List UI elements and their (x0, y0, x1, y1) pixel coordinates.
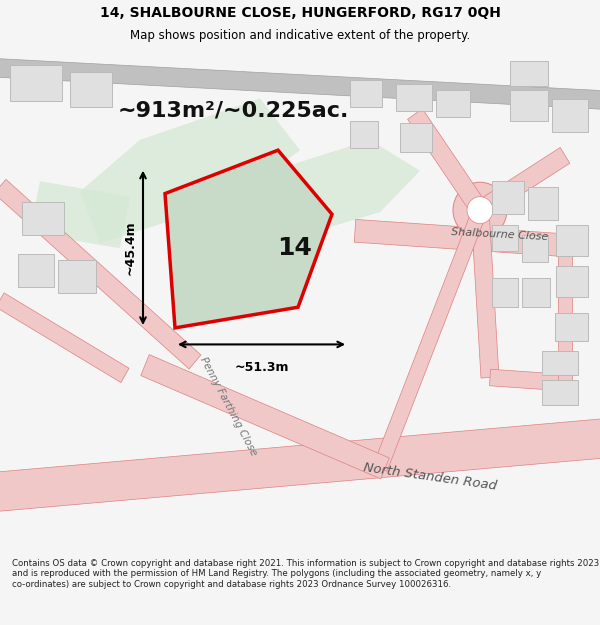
Polygon shape (30, 181, 130, 248)
Polygon shape (492, 181, 524, 214)
Polygon shape (492, 224, 518, 251)
Polygon shape (22, 202, 64, 235)
Text: Shalbourne Close: Shalbourne Close (451, 228, 549, 242)
Polygon shape (522, 235, 548, 262)
Polygon shape (556, 266, 588, 297)
Polygon shape (18, 254, 54, 287)
Polygon shape (555, 313, 588, 341)
Polygon shape (510, 90, 548, 121)
Polygon shape (10, 66, 62, 101)
Polygon shape (552, 99, 588, 132)
Polygon shape (492, 278, 518, 308)
Text: Map shows position and indicative extent of the property.: Map shows position and indicative extent… (130, 29, 470, 42)
Polygon shape (141, 354, 389, 479)
Text: North Standen Road: North Standen Road (362, 461, 497, 492)
Polygon shape (396, 84, 432, 111)
Polygon shape (400, 123, 432, 152)
Polygon shape (80, 99, 300, 243)
Polygon shape (350, 121, 378, 148)
Polygon shape (556, 224, 588, 256)
Text: ~51.3m: ~51.3m (234, 361, 289, 374)
Polygon shape (436, 90, 470, 117)
Polygon shape (0, 58, 600, 110)
Text: ~913m²/~0.225ac.: ~913m²/~0.225ac. (118, 101, 349, 121)
Polygon shape (350, 80, 382, 107)
Polygon shape (407, 109, 487, 216)
Polygon shape (490, 369, 566, 391)
Text: ~45.4m: ~45.4m (124, 221, 137, 275)
Polygon shape (522, 278, 550, 308)
Text: 14: 14 (278, 236, 313, 261)
Text: 14, SHALBOURNE CLOSE, HUNGERFORD, RG17 0QH: 14, SHALBOURNE CLOSE, HUNGERFORD, RG17 0… (100, 6, 500, 20)
Polygon shape (542, 379, 578, 406)
Polygon shape (373, 208, 487, 471)
Polygon shape (354, 219, 566, 257)
Text: Penny Farthing Close: Penny Farthing Close (198, 356, 258, 457)
Text: Contains OS data © Crown copyright and database right 2021. This information is : Contains OS data © Crown copyright and d… (12, 559, 599, 589)
Polygon shape (58, 260, 96, 292)
Polygon shape (0, 293, 129, 382)
Circle shape (453, 182, 507, 238)
Polygon shape (165, 150, 332, 328)
Polygon shape (70, 72, 112, 107)
Polygon shape (510, 61, 548, 86)
Polygon shape (558, 245, 572, 382)
Polygon shape (475, 148, 570, 218)
Polygon shape (471, 209, 499, 378)
Polygon shape (0, 179, 201, 369)
Polygon shape (528, 188, 558, 221)
Polygon shape (240, 140, 420, 233)
Polygon shape (542, 351, 578, 376)
Circle shape (467, 197, 493, 224)
Polygon shape (0, 418, 600, 512)
